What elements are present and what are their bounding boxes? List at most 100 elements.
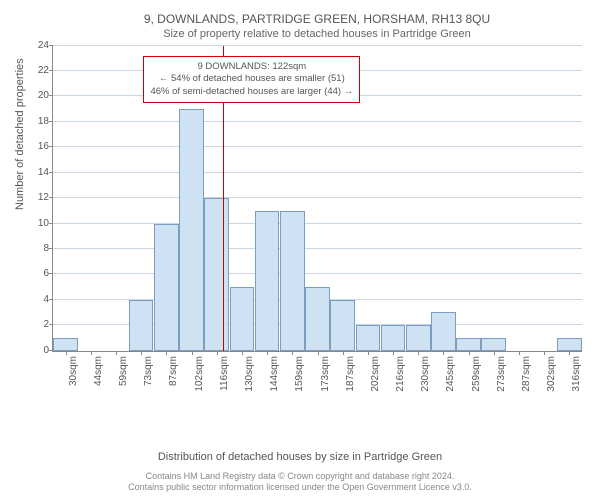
histogram-bar xyxy=(456,338,481,351)
xtick-mark xyxy=(318,351,319,355)
xtick-mark xyxy=(393,351,394,355)
callout-line1: 9 DOWNLANDS: 122sqm xyxy=(150,61,353,73)
footer-line2: Contains public sector information licen… xyxy=(0,482,600,494)
xtick-label: 30sqm xyxy=(69,356,79,386)
gridline xyxy=(53,223,582,224)
xtick-mark xyxy=(192,351,193,355)
plot-area: 9 DOWNLANDS: 122sqm ← 54% of detached ho… xyxy=(52,46,582,352)
xtick-label: 59sqm xyxy=(119,356,129,386)
chart-footer: Contains HM Land Registry data © Crown c… xyxy=(0,471,600,494)
ytick-mark xyxy=(49,146,53,147)
ytick-label: 22 xyxy=(38,66,49,76)
histogram-bar xyxy=(255,211,280,351)
xtick-mark xyxy=(166,351,167,355)
histogram-bar xyxy=(154,224,179,351)
xtick-mark xyxy=(66,351,67,355)
xtick-label: 302sqm xyxy=(547,356,557,392)
xtick-mark xyxy=(443,351,444,355)
xtick-mark xyxy=(368,351,369,355)
ytick-mark xyxy=(49,95,53,96)
ytick-label: 6 xyxy=(43,269,49,279)
chart-container: 9, DOWNLANDS, PARTRIDGE GREEN, HORSHAM, … xyxy=(52,12,582,412)
gridline xyxy=(53,121,582,122)
ytick-mark xyxy=(49,324,53,325)
ytick-label: 24 xyxy=(38,41,49,51)
histogram-bar xyxy=(557,338,582,351)
xtick-mark xyxy=(242,351,243,355)
xtick-label: 259sqm xyxy=(472,356,482,392)
histogram-bar xyxy=(356,325,381,350)
xtick-label: 273sqm xyxy=(497,356,507,392)
xtick-label: 173sqm xyxy=(321,356,331,392)
histogram-bar xyxy=(280,211,305,351)
xtick-label: 187sqm xyxy=(346,356,356,392)
gridline xyxy=(53,172,582,173)
xtick-mark xyxy=(494,351,495,355)
xtick-label: 73sqm xyxy=(144,356,154,386)
xtick-label: 102sqm xyxy=(195,356,205,392)
gridline xyxy=(53,273,582,274)
ytick-label: 12 xyxy=(38,193,49,203)
histogram-bar xyxy=(53,338,78,351)
histogram-bar xyxy=(179,109,204,350)
xtick-label: 159sqm xyxy=(295,356,305,392)
xtick-label: 316sqm xyxy=(572,356,582,392)
ytick-label: 14 xyxy=(38,168,49,178)
xtick-label: 230sqm xyxy=(421,356,431,392)
ytick-mark xyxy=(49,223,53,224)
ytick-mark xyxy=(49,172,53,173)
ytick-mark xyxy=(49,273,53,274)
ytick-label: 2 xyxy=(43,320,49,330)
ytick-label: 10 xyxy=(38,219,49,229)
gridline xyxy=(53,197,582,198)
gridline xyxy=(53,146,582,147)
xtick-mark xyxy=(217,351,218,355)
xtick-label: 287sqm xyxy=(522,356,532,392)
ytick-label: 20 xyxy=(38,91,49,101)
histogram-bar xyxy=(305,287,330,351)
histogram-bar xyxy=(129,300,154,351)
chart-title-main: 9, DOWNLANDS, PARTRIDGE GREEN, HORSHAM, … xyxy=(52,12,582,28)
histogram-bar xyxy=(381,325,406,350)
histogram-bar xyxy=(330,300,355,351)
xtick-label: 245sqm xyxy=(446,356,456,392)
footer-line1: Contains HM Land Registry data © Crown c… xyxy=(0,471,600,483)
xtick-mark xyxy=(267,351,268,355)
histogram-bar xyxy=(230,287,255,351)
xtick-label: 216sqm xyxy=(396,356,406,392)
histogram-bar xyxy=(431,312,456,350)
histogram-bar xyxy=(204,198,229,351)
ytick-mark xyxy=(49,70,53,71)
xtick-label: 144sqm xyxy=(270,356,280,392)
callout-line3: 46% of semi-detached houses are larger (… xyxy=(150,86,353,98)
ytick-mark xyxy=(49,299,53,300)
callout-box: 9 DOWNLANDS: 122sqm ← 54% of detached ho… xyxy=(143,56,360,103)
ytick-mark xyxy=(49,121,53,122)
xtick-mark xyxy=(141,351,142,355)
chart-title-sub: Size of property relative to detached ho… xyxy=(52,28,582,40)
xtick-label: 44sqm xyxy=(94,356,104,386)
xtick-mark xyxy=(91,351,92,355)
ytick-mark xyxy=(49,45,53,46)
y-axis-label: Number of detached properties xyxy=(14,58,26,210)
xtick-label: 202sqm xyxy=(371,356,381,392)
xtick-mark xyxy=(469,351,470,355)
xtick-label: 87sqm xyxy=(169,356,179,386)
xtick-mark xyxy=(569,351,570,355)
histogram-bar xyxy=(481,338,506,351)
ytick-label: 18 xyxy=(38,117,49,127)
ytick-label: 8 xyxy=(43,244,49,254)
xtick-mark xyxy=(519,351,520,355)
histogram-bar xyxy=(406,325,431,350)
xtick-label: 130sqm xyxy=(245,356,255,392)
ytick-label: 4 xyxy=(43,295,49,305)
ytick-mark xyxy=(49,197,53,198)
x-axis-label: Distribution of detached houses by size … xyxy=(0,451,600,463)
xtick-mark xyxy=(544,351,545,355)
callout-line2: ← 54% of detached houses are smaller (51… xyxy=(150,73,353,85)
gridline xyxy=(53,248,582,249)
xtick-mark xyxy=(292,351,293,355)
xtick-mark xyxy=(343,351,344,355)
ytick-label: 0 xyxy=(43,346,49,356)
ytick-mark xyxy=(49,248,53,249)
